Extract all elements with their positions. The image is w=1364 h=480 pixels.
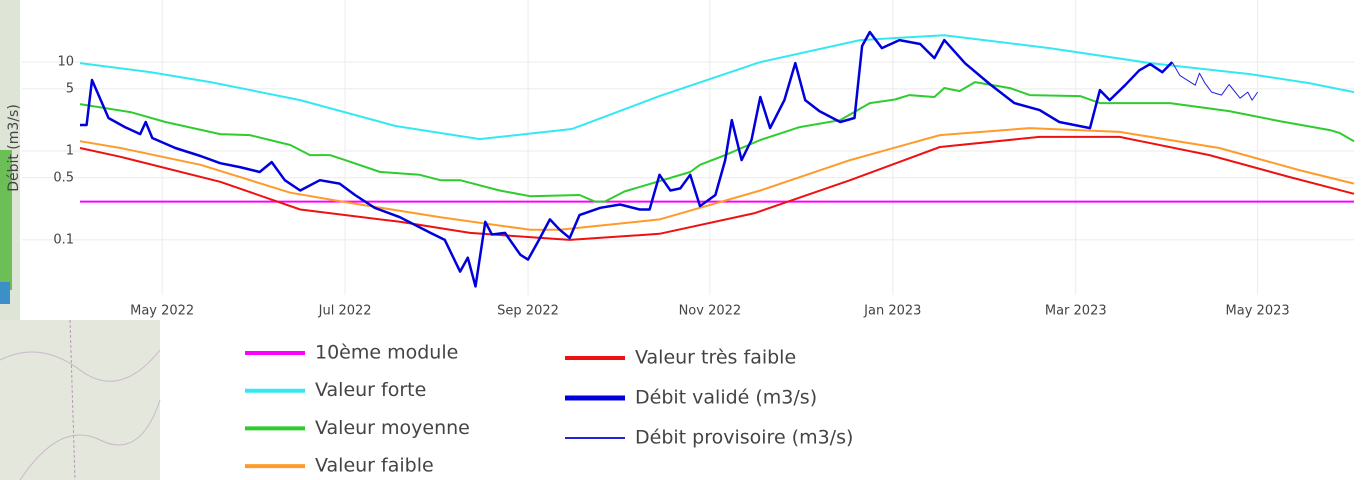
- page: {"chart_data": { "type": "line", "y_labe…: [0, 0, 1364, 480]
- y-tick-label: 10: [57, 55, 74, 70]
- legend-item: Débit validé (m3/s): [565, 387, 817, 409]
- x-tick-label: Jan 2023: [863, 304, 921, 319]
- legend-item: Valeur faible: [245, 455, 434, 477]
- x-tick-label: Mar 2023: [1045, 304, 1107, 319]
- y-tick-label: 5: [66, 81, 74, 96]
- legend-item: 10ème module: [245, 342, 458, 364]
- legend-label: Valeur moyenne: [315, 417, 470, 439]
- legend-item: Débit provisoire (m3/s): [565, 427, 853, 449]
- y-tick-label: 0.1: [53, 232, 74, 247]
- x-tick-label: May 2023: [1226, 304, 1290, 319]
- x-tick-label: Sep 2022: [497, 304, 559, 319]
- chart: Débit (m3/s) 0.1 0.5 1 5 10 May 2022 Jul 2022 S…: [0, 0, 1364, 480]
- legend-label: Valeur forte: [315, 379, 426, 401]
- y-tick-label: 0.5: [53, 170, 74, 185]
- legend-item: Valeur forte: [245, 379, 426, 401]
- legend-label: Valeur très faible: [635, 347, 796, 369]
- legend-label: Valeur faible: [315, 455, 434, 477]
- x-tick-label: May 2022: [130, 304, 194, 319]
- legend-label: Débit validé (m3/s): [635, 387, 817, 409]
- legend-item: Valeur moyenne: [245, 417, 470, 439]
- legend-label: Débit provisoire (m3/s): [635, 427, 853, 449]
- x-tick-label: Jul 2022: [318, 304, 372, 319]
- y-tick-label: 1: [66, 144, 74, 159]
- y-axis-title: Débit (m3/s): [6, 104, 22, 192]
- legend-item: Valeur très faible: [565, 347, 796, 369]
- legend-label: 10ème module: [315, 342, 458, 364]
- x-tick-label: Nov 2022: [679, 304, 742, 319]
